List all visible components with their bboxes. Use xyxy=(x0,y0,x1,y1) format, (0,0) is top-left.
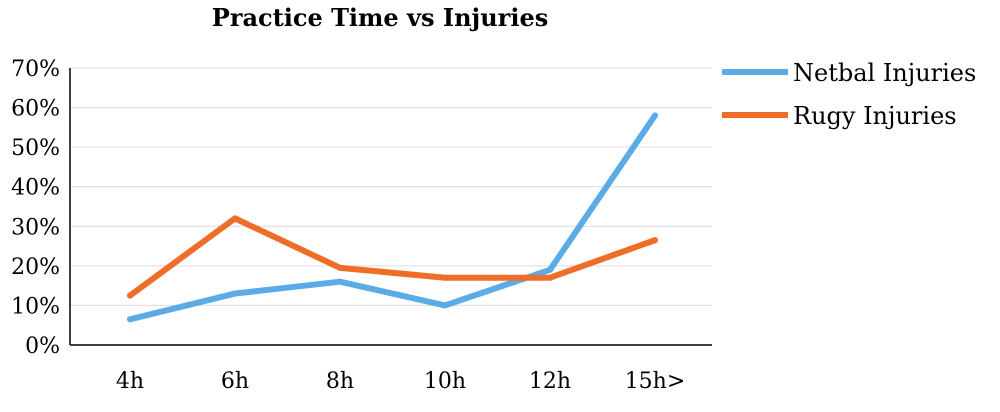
x-tick-label: 15h> xyxy=(625,369,686,394)
y-tick-label: 70% xyxy=(11,57,60,82)
y-tick-label: 0% xyxy=(25,334,60,359)
y-tick-label: 30% xyxy=(11,215,60,240)
x-tick-label: 4h xyxy=(116,369,144,394)
data-point xyxy=(652,237,658,244)
legend-label: Rugy Injuries xyxy=(793,102,957,130)
y-tick-label: 60% xyxy=(11,97,60,122)
x-axis-ticks: 4h 6h 8h 10h 12h 15h> xyxy=(116,369,685,394)
x-tick-label: 8h xyxy=(326,369,354,394)
series-line-1 xyxy=(127,215,658,299)
data-point xyxy=(547,274,553,281)
y-axis-ticks: 0% 10% 20% 30% 40% 50% 60% 70% xyxy=(11,57,60,359)
series-line-0 xyxy=(127,112,658,323)
data-point xyxy=(547,266,553,273)
grid-lines xyxy=(70,67,712,306)
x-tick-label: 12h xyxy=(529,369,571,394)
x-tick-label: 10h xyxy=(424,369,466,394)
data-point xyxy=(127,292,133,299)
data-point xyxy=(127,316,133,323)
x-tick-label: 6h xyxy=(221,369,249,394)
chart-title: Practice Time vs Injuries xyxy=(212,3,548,32)
data-point xyxy=(442,274,448,281)
y-tick-label: 20% xyxy=(11,255,60,280)
data-point xyxy=(337,264,343,271)
y-tick-label: 40% xyxy=(11,176,60,201)
data-point xyxy=(232,290,238,297)
data-point xyxy=(442,302,448,309)
series-lines xyxy=(127,112,658,323)
y-tick-label: 10% xyxy=(11,294,60,319)
data-point xyxy=(337,278,343,285)
data-point xyxy=(652,112,658,119)
y-tick-label: 50% xyxy=(11,136,60,161)
legend-label: Netbal Injuries xyxy=(793,59,976,87)
data-point xyxy=(232,215,238,222)
legend: Netbal Injuries Rugy Injuries xyxy=(722,59,976,130)
